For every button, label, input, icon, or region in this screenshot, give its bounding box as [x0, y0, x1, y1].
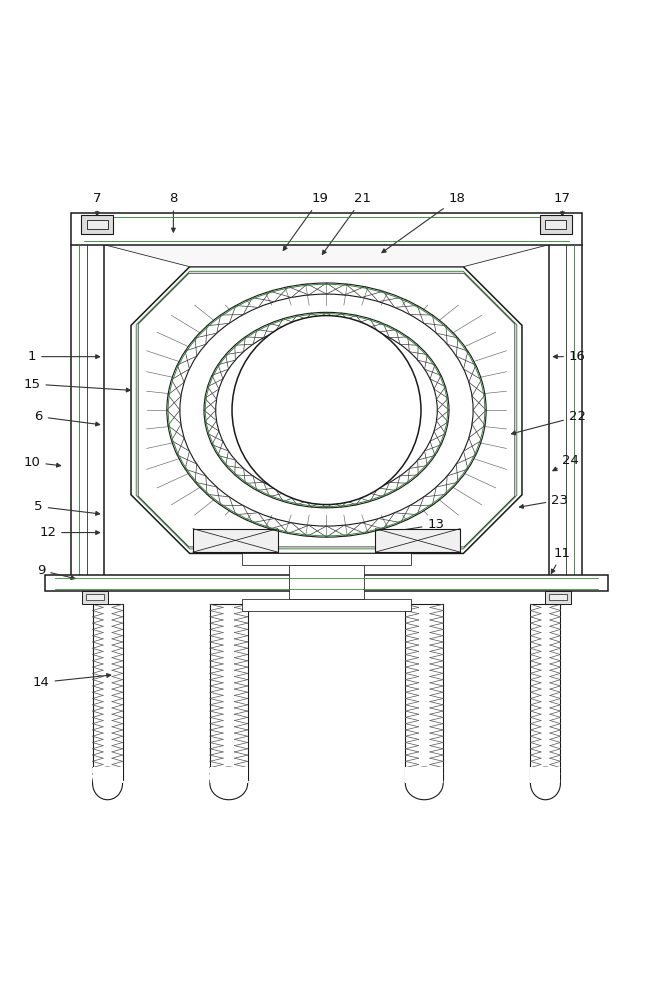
Text: 19: 19	[283, 192, 328, 250]
Bar	[45, 575, 608, 591]
Bar	[93, 604, 123, 780]
Bar	[406, 767, 443, 783]
Bar	[82, 215, 113, 234]
Ellipse shape	[530, 767, 560, 800]
Ellipse shape	[93, 767, 123, 800]
Text: 14: 14	[33, 674, 111, 689]
Ellipse shape	[210, 767, 247, 800]
Bar	[242, 553, 411, 565]
Bar	[82, 591, 108, 604]
Text: 12: 12	[39, 526, 100, 539]
Polygon shape	[131, 267, 522, 553]
Text: 10: 10	[24, 456, 61, 469]
Text: 21: 21	[323, 192, 371, 254]
Text: 1: 1	[27, 350, 100, 363]
Bar	[545, 591, 571, 604]
Bar	[210, 604, 247, 780]
Circle shape	[232, 316, 421, 505]
Text: 23: 23	[519, 493, 568, 508]
Text: 24: 24	[553, 454, 579, 471]
Bar	[86, 594, 104, 600]
Text: 15: 15	[24, 378, 130, 392]
Text: 11: 11	[551, 547, 571, 573]
Text: 16: 16	[553, 350, 586, 363]
Text: 9: 9	[37, 564, 75, 580]
Bar	[289, 565, 364, 599]
Text: 6: 6	[35, 410, 100, 426]
Ellipse shape	[406, 767, 443, 800]
Text: 5: 5	[34, 500, 100, 515]
Bar	[549, 594, 567, 600]
Text: 13: 13	[381, 518, 445, 535]
Polygon shape	[104, 245, 549, 267]
Text: 22: 22	[511, 410, 586, 435]
Bar	[530, 767, 560, 783]
Bar	[406, 604, 443, 780]
Bar	[87, 220, 108, 229]
Bar	[545, 220, 566, 229]
Bar	[540, 215, 571, 234]
Text: 17: 17	[554, 192, 571, 216]
Text: 7: 7	[93, 192, 101, 216]
Bar	[530, 604, 560, 780]
Bar	[93, 767, 123, 783]
Bar	[210, 767, 247, 783]
Bar	[71, 213, 582, 245]
Bar	[375, 529, 460, 552]
Bar	[193, 529, 278, 552]
Bar	[242, 599, 411, 611]
Text: 18: 18	[382, 192, 465, 253]
Text: 8: 8	[169, 192, 178, 232]
